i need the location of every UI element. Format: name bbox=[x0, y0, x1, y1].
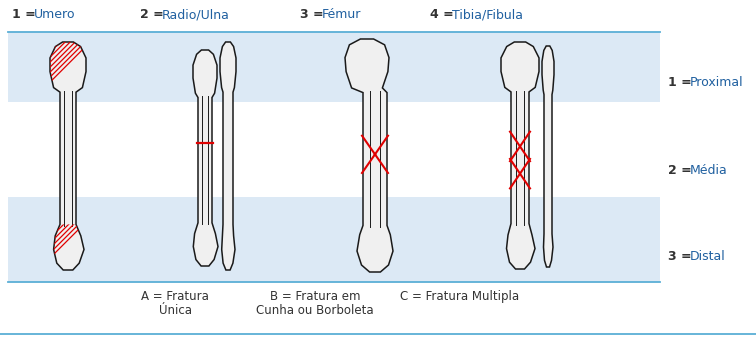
Text: Distal: Distal bbox=[690, 250, 726, 263]
Text: 3 =: 3 = bbox=[300, 8, 324, 21]
Polygon shape bbox=[193, 50, 218, 266]
Text: Cunha ou Borboleta: Cunha ou Borboleta bbox=[256, 304, 373, 317]
Text: 4 =: 4 = bbox=[430, 8, 454, 21]
Text: Única: Única bbox=[159, 304, 191, 317]
Text: Fémur: Fémur bbox=[322, 8, 361, 21]
Text: 2 =: 2 = bbox=[140, 8, 164, 21]
Text: Tibia/Fibula: Tibia/Fibula bbox=[452, 8, 523, 21]
Text: 1 =: 1 = bbox=[12, 8, 36, 21]
Text: C = Fratura Multipla: C = Fratura Multipla bbox=[401, 290, 519, 303]
Bar bbox=[8, 102, 660, 197]
Bar bbox=[8, 197, 660, 282]
Text: Média: Média bbox=[690, 163, 728, 176]
Polygon shape bbox=[50, 42, 86, 270]
Text: 1 =: 1 = bbox=[668, 76, 692, 89]
Text: 3 =: 3 = bbox=[668, 250, 692, 263]
Text: 2 =: 2 = bbox=[668, 163, 692, 176]
Polygon shape bbox=[501, 42, 539, 269]
Polygon shape bbox=[542, 46, 554, 267]
Text: A = Fratura: A = Fratura bbox=[141, 290, 209, 303]
Text: Proximal: Proximal bbox=[690, 76, 744, 89]
Text: Umero: Umero bbox=[34, 8, 76, 21]
Text: B = Fratura em: B = Fratura em bbox=[270, 290, 361, 303]
Polygon shape bbox=[345, 39, 393, 272]
Polygon shape bbox=[220, 42, 236, 270]
Bar bbox=[8, 32, 660, 102]
Text: Radio/Ulna: Radio/Ulna bbox=[162, 8, 230, 21]
